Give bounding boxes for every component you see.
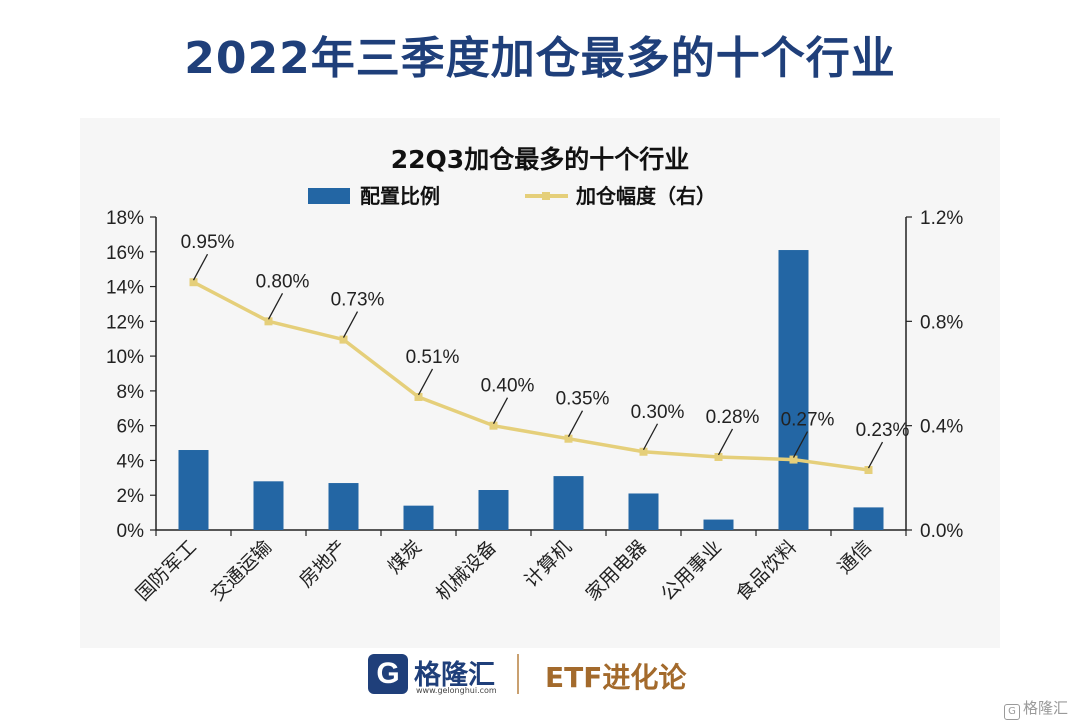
line-point-9 [789,455,798,464]
footer-brand: ETF进化论 [545,661,687,694]
line-point-7 [639,447,648,456]
left-tick-label: 18% [106,208,144,229]
data-label: 0.28% [706,407,760,428]
bar-6 [553,476,584,530]
data-label-leader [867,441,884,469]
line-point-8 [714,452,723,461]
legend-line-label: 加仓幅度（右） [575,184,716,208]
bar-4 [403,505,434,530]
category-label: 家用电器 [582,536,651,605]
data-label: 0.40% [481,376,535,397]
category-label: 交通运输 [207,536,276,605]
data-label: 0.30% [631,402,685,423]
watermark-icon: G [1003,704,1020,720]
bar-2 [253,481,284,530]
right-tick-label: 0.4% [920,417,963,438]
data-label: 0.73% [331,290,385,311]
data-label-leader [642,423,659,451]
data-label-leader [792,431,809,458]
data-label: 0.95% [181,232,235,253]
left-tick-label: 8% [117,382,145,403]
chart-panel: 22Q3加仓最多的十个行业配置比例 加仓幅度（右） 0% 2% 4% 6% 8% 10% 12%… [80,118,1000,648]
legend-bar-swatch [308,188,350,204]
category-label: 食品饮料 [732,536,801,605]
left-tick-label: 12% [106,312,144,333]
category-label: 房地产 [295,536,351,592]
data-label: 0.23% [856,420,910,441]
data-label-leader [717,428,734,456]
watermark: G 格隆汇 [1003,697,1068,720]
logo-icon: G [368,654,408,694]
data-label: 0.35% [556,389,610,410]
legend-bar-label: 配置比例 [360,184,440,208]
page-title: 2022年三季度加仓最多的十个行业 [184,33,896,84]
logo-url: www.gelonghui.com [416,686,497,695]
left-tick-label: 16% [106,243,144,264]
right-tick-label: 1.2% [920,208,963,229]
data-label-leader [342,311,359,338]
left-tick-label: 6% [117,417,145,438]
legend-line-marker [542,192,550,200]
bar-10 [853,507,884,530]
line-point-2 [264,317,273,326]
data-label: 0.27% [781,410,835,431]
category-label: 煤炭 [384,536,426,578]
category-label: 国防军工 [132,536,201,605]
data-label-leader [417,368,434,396]
line-point-5 [489,421,498,430]
bar-5 [478,490,509,530]
right-tick-label: 0.0% [920,521,963,542]
line-point-10 [864,466,873,475]
line-point-1 [189,278,198,287]
data-label: 0.80% [256,271,310,292]
line-series [192,280,869,472]
footer: G 格隆汇 www.gelonghui.com ETF进化论 [0,648,1080,704]
data-label-leader [267,293,284,320]
bar-7 [628,493,659,530]
left-tick-label: 10% [106,347,144,368]
left-tick-label: 0% [117,521,145,542]
category-label: 通信 [834,536,876,578]
data-label-leader [492,397,509,424]
footer-divider [517,654,519,694]
bar-1 [178,450,209,530]
category-label: 机械设备 [432,536,501,605]
category-label: 计算机 [520,536,576,592]
data-label-leader [192,253,209,281]
left-tick-label: 2% [117,486,145,507]
data-label-leader [567,410,584,438]
line-point-6 [564,434,573,443]
left-tick-label: 4% [117,451,145,472]
bar-3 [328,483,359,530]
bar-8 [703,519,734,530]
data-label: 0.51% [406,347,460,368]
chart-title: 22Q3加仓最多的十个行业 [391,145,689,174]
bar-9 [778,250,809,531]
watermark-text: 格隆汇 [1022,699,1068,717]
line-point-4 [414,392,423,401]
line-point-3 [339,335,348,344]
logo-name: 格隆汇 [414,660,495,691]
left-tick-label: 14% [106,278,144,299]
category-label: 公用事业 [657,536,726,605]
right-tick-label: 0.8% [920,312,963,333]
